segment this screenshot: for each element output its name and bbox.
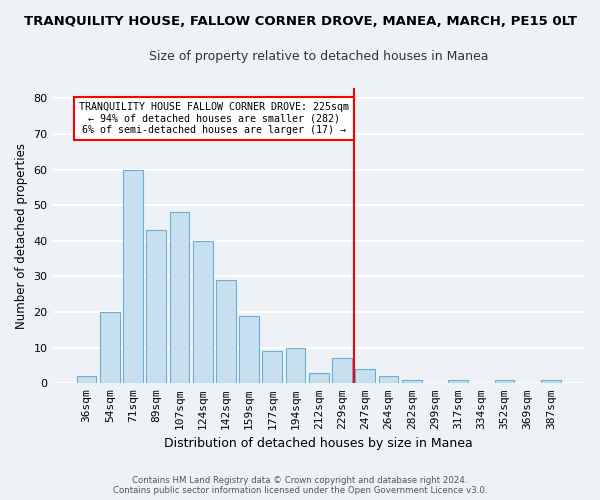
Bar xyxy=(146,230,166,384)
Bar xyxy=(541,380,561,384)
Bar xyxy=(77,376,97,384)
Bar xyxy=(216,280,236,384)
Bar xyxy=(170,212,190,384)
Bar xyxy=(448,380,468,384)
Bar xyxy=(379,376,398,384)
Bar xyxy=(286,348,305,384)
Bar xyxy=(309,372,329,384)
Bar xyxy=(239,316,259,384)
Title: Size of property relative to detached houses in Manea: Size of property relative to detached ho… xyxy=(149,50,488,63)
Bar xyxy=(332,358,352,384)
Bar xyxy=(100,312,119,384)
Bar xyxy=(494,380,514,384)
Bar xyxy=(193,241,212,384)
Text: TRANQUILITY HOUSE, FALLOW CORNER DROVE, MANEA, MARCH, PE15 0LT: TRANQUILITY HOUSE, FALLOW CORNER DROVE, … xyxy=(23,15,577,28)
Text: TRANQUILITY HOUSE FALLOW CORNER DROVE: 225sqm
← 94% of detached houses are small: TRANQUILITY HOUSE FALLOW CORNER DROVE: 2… xyxy=(79,102,349,135)
Bar xyxy=(355,369,375,384)
Text: Contains HM Land Registry data © Crown copyright and database right 2024.
Contai: Contains HM Land Registry data © Crown c… xyxy=(113,476,487,495)
Y-axis label: Number of detached properties: Number of detached properties xyxy=(15,142,28,328)
Bar xyxy=(402,380,422,384)
Bar xyxy=(123,170,143,384)
Bar xyxy=(262,352,282,384)
X-axis label: Distribution of detached houses by size in Manea: Distribution of detached houses by size … xyxy=(164,437,473,450)
